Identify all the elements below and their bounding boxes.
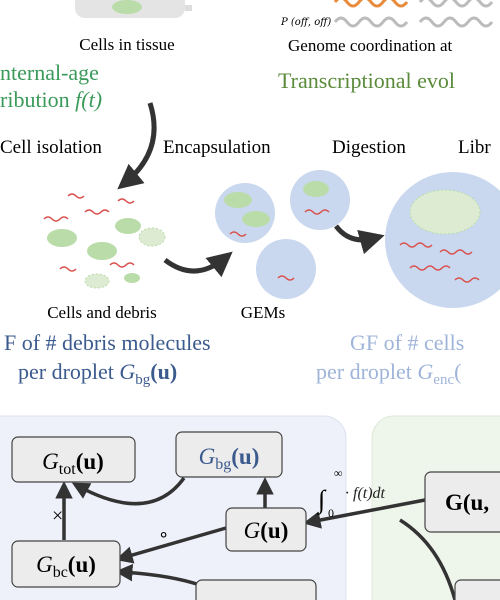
t: (	[454, 359, 461, 384]
t: G	[42, 449, 59, 474]
step: Cell isolation	[0, 137, 102, 158]
t: G	[417, 359, 433, 384]
t: (u)	[76, 449, 104, 474]
t: bg	[135, 372, 151, 388]
t: (u)	[231, 444, 259, 469]
node: Gtot(u)	[42, 449, 104, 478]
gf-cells-line1: GF of # cells	[350, 330, 464, 355]
genome-caption: Genome coordination at	[288, 36, 453, 55]
t: (u)	[260, 518, 288, 543]
t: G	[199, 444, 216, 469]
integral-lower: 0	[328, 506, 334, 520]
age-line1: nternal-age	[0, 60, 99, 85]
t: tot	[59, 461, 76, 478]
t: G	[244, 518, 261, 543]
arrow	[333, 224, 385, 255]
integral-upper: ∞	[334, 466, 343, 480]
gems	[215, 170, 500, 308]
t: enc	[433, 372, 454, 388]
t: bg	[215, 456, 231, 473]
age-line2: ribution f(t)	[0, 87, 102, 112]
step: Libr	[458, 137, 491, 158]
debris	[43, 193, 166, 289]
caption: GEMs	[241, 303, 285, 322]
evolution: Transcriptional evol	[278, 68, 455, 93]
t: bc	[53, 564, 68, 581]
t: per droplet	[18, 359, 114, 384]
node: G(u)	[244, 518, 289, 543]
gf-cells-line2: per droplet Genc(	[316, 359, 461, 388]
dna-strands	[333, 0, 494, 28]
tissue-icon	[75, 0, 192, 18]
t: per droplet	[316, 359, 412, 384]
step: Digestion	[332, 137, 406, 158]
arrow	[163, 251, 233, 278]
gf-debris-line1: F of # debris molecules	[4, 330, 211, 355]
caption: Cells and debris	[47, 303, 157, 322]
age-text: ribution	[0, 87, 70, 112]
t: G	[119, 359, 135, 384]
integrand: · f(t)dt	[345, 485, 386, 502]
operator: ×	[52, 505, 63, 527]
step: Encapsulation	[163, 137, 271, 158]
gf-debris-line2: per droplet Gbg(u)	[18, 359, 177, 388]
arrows	[55, 476, 457, 600]
age-func: f(t)	[75, 87, 102, 112]
t: G	[36, 552, 53, 577]
node: G(u,	[445, 490, 489, 515]
arrow	[117, 102, 157, 190]
nodes	[11, 431, 500, 600]
integral: ∫	[316, 485, 327, 515]
operator: ∘	[158, 524, 169, 544]
t: (u)	[68, 552, 96, 577]
cells-caption: Cells in tissue	[79, 35, 174, 54]
prob-label: P (off, off)	[280, 17, 331, 28]
node: Gbg(u)	[199, 444, 260, 473]
node: Gbc(u)	[36, 552, 96, 581]
t: (u)	[150, 359, 177, 384]
